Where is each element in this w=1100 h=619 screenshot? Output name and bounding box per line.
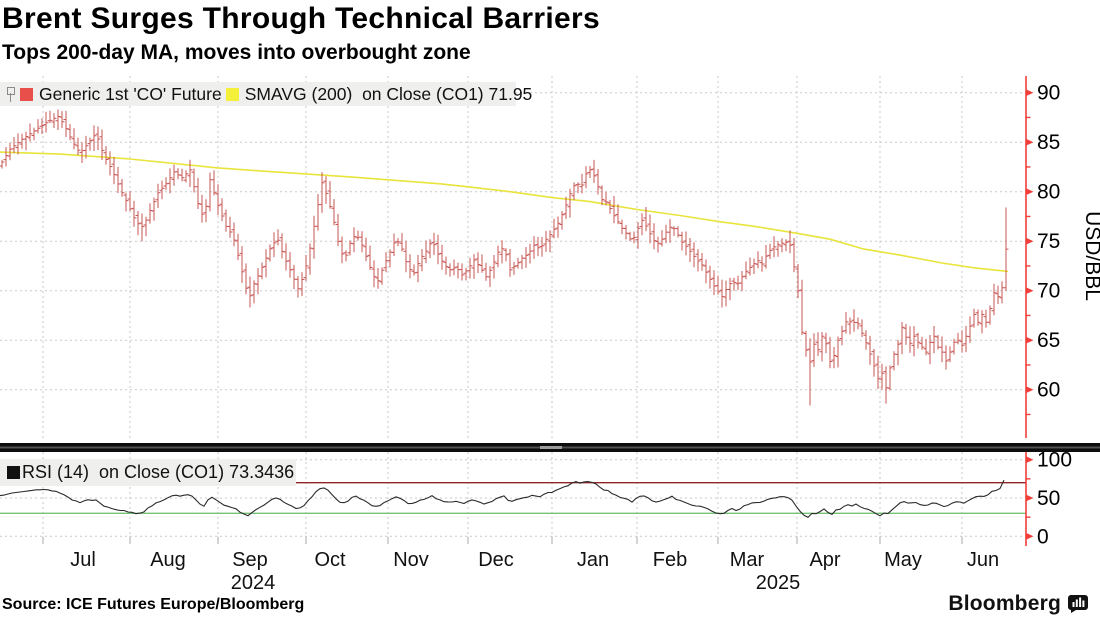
chart-title: Brent Surges Through Technical Barriers	[2, 2, 600, 35]
sma-series-label: SMAVG (200) on Close (CO1) 71.95	[244, 83, 533, 104]
x-axis-month-label: May	[884, 549, 922, 571]
price-axis-tick-label: 70	[1037, 280, 1060, 303]
price-axis-tick-label: 60	[1037, 379, 1060, 402]
rsi-axis-tick-label: 50	[1037, 487, 1060, 510]
bloomberg-bug-icon	[1068, 595, 1088, 613]
divider-drag-handle[interactable]	[540, 446, 562, 449]
pin-icon	[7, 86, 16, 102]
price-axis-tick-label: 65	[1037, 329, 1060, 352]
price-y-axis: 60 65 70 75 80 85 90 USD/BBL	[1025, 76, 1100, 438]
price-axis-tick-label: 85	[1037, 131, 1060, 154]
rsi-series-swatch	[7, 466, 20, 479]
x-axis-month-label: Apr	[809, 549, 840, 571]
gridlines	[0, 76, 1026, 544]
x-axis-month-label: Mar	[730, 549, 765, 571]
x-axis-month-label: Oct	[314, 549, 346, 571]
sma-200-line	[0, 151, 1009, 273]
rsi-series-label: RSI (14) on Close (CO1) 73.3436	[22, 462, 295, 482]
x-axis-month-label: Nov	[393, 549, 429, 571]
x-axis-month-label: Feb	[653, 549, 687, 571]
price-axis-tick-label: 90	[1037, 82, 1060, 105]
x-axis-month-label: Jul	[70, 549, 96, 571]
x-axis-year-label: 2024	[231, 572, 276, 594]
bloomberg-wordmark: Bloomberg	[948, 592, 1061, 615]
x-axis-year-label: 2025	[756, 572, 801, 594]
price-axis-tick-label: 80	[1037, 181, 1060, 204]
rsi-y-axis: 0 50 100	[1025, 449, 1072, 548]
price-series-swatch	[20, 87, 33, 101]
x-axis-labels: Jul Aug Sep Oct Nov Dec Jan Feb Mar Apr May Jun 2024…	[70, 549, 999, 594]
rsi-legend[interactable]: RSI (14) on Close (CO1) 73.3436	[0, 459, 296, 486]
x-axis-month-label: Jan	[577, 549, 609, 571]
price-ohlc-bars	[0, 109, 1009, 406]
x-axis-month-label: Aug	[150, 549, 186, 571]
rsi-axis-tick-label: 100	[1037, 449, 1072, 472]
rsi-axis-tick-label: 0	[1037, 525, 1049, 548]
panel-divider[interactable]	[0, 443, 1100, 452]
x-axis-month-label: Jun	[967, 549, 999, 571]
x-axis-month-label: Sep	[232, 549, 268, 571]
price-axis-title: USD/BBL	[1081, 211, 1100, 301]
source-attribution: Source: ICE Futures Europe/Bloomberg	[2, 596, 305, 613]
price-legend[interactable]: Generic 1st 'CO' Future SMAVG (200) on C…	[0, 82, 532, 106]
price-series-label: Generic 1st 'CO' Future	[39, 83, 222, 104]
price-axis-tick-label: 75	[1037, 230, 1060, 253]
chart-subtitle: Tops 200-day MA, moves into overbought z…	[2, 41, 471, 64]
sma-series-swatch	[225, 87, 239, 101]
bloomberg-logo: Bloomberg	[948, 592, 1088, 616]
x-axis-month-label: Dec	[478, 549, 514, 571]
